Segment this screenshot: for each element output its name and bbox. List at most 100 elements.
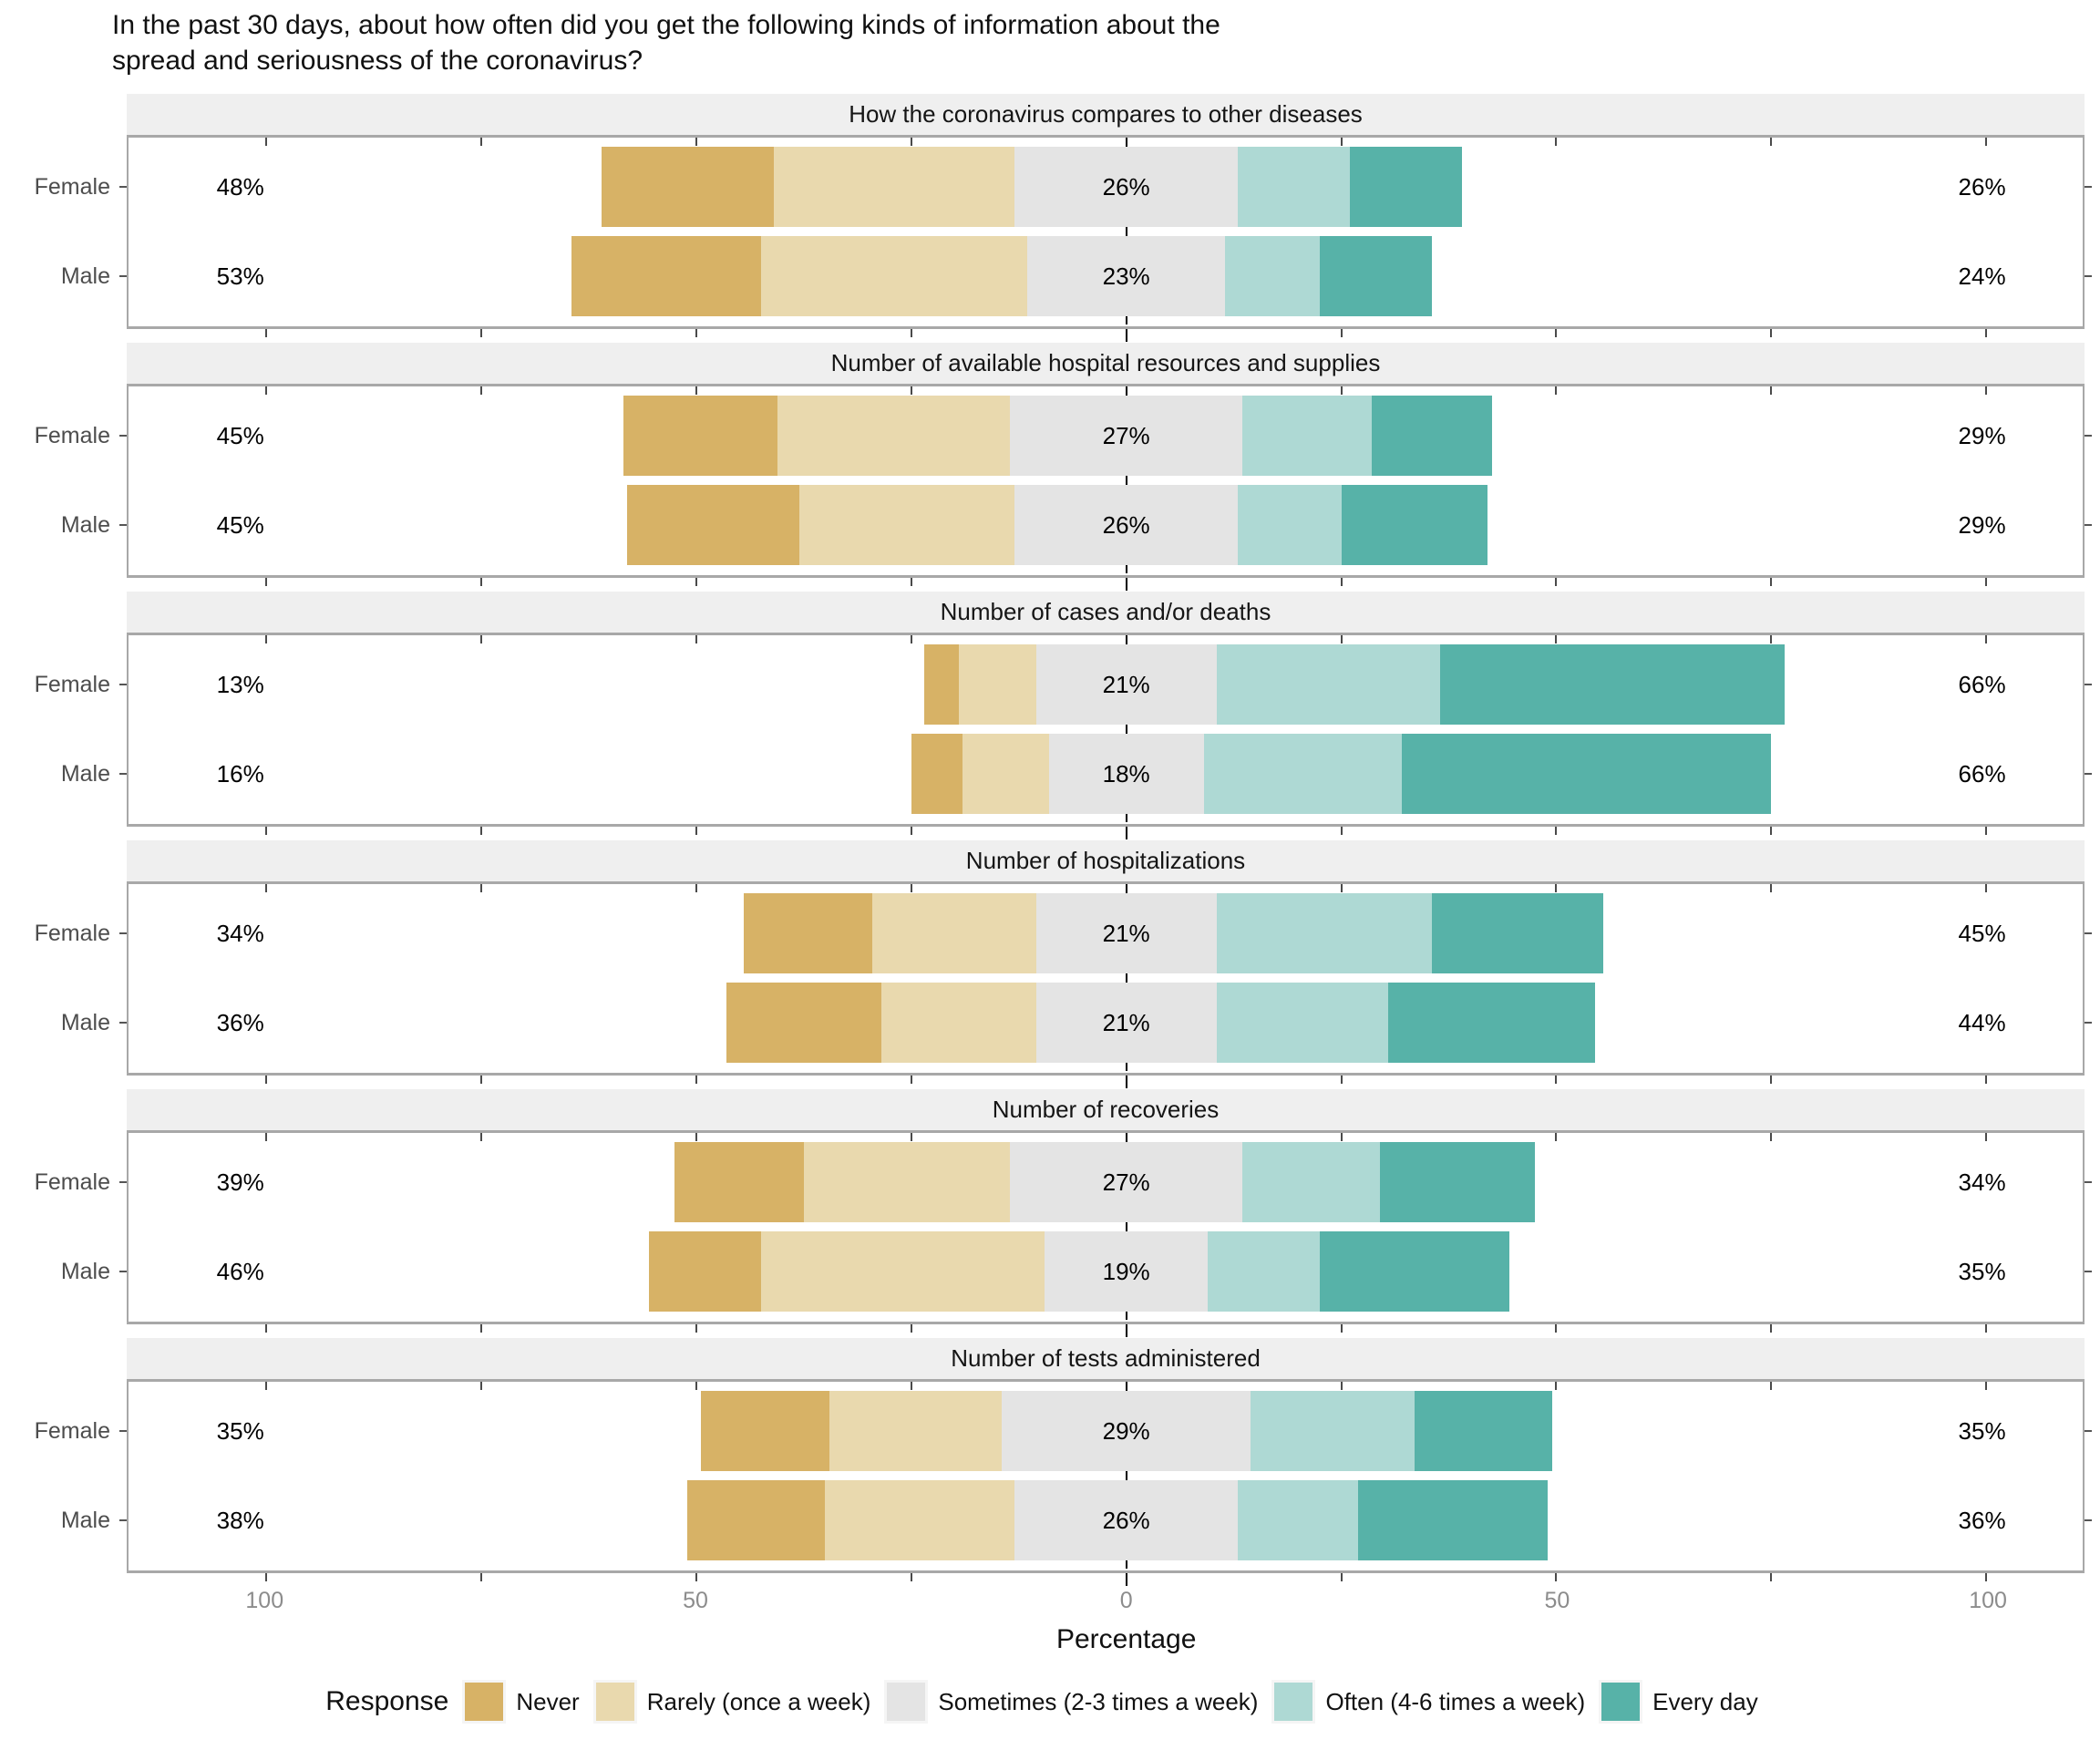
facet-plot-area: 34% 21% 45% Female 36% 21% 44% Male bbox=[35, 881, 2092, 1088]
y-axis-tick bbox=[2085, 435, 2092, 437]
y-axis-tick bbox=[2085, 524, 2092, 526]
x-minor-tick-top bbox=[1340, 884, 1343, 892]
x-minor-tick-bottom bbox=[1985, 1573, 1988, 1581]
bar-segment-often bbox=[1242, 396, 1372, 476]
x-minor-tick-bottom bbox=[264, 827, 267, 835]
bar-segment-never bbox=[648, 1231, 761, 1312]
chart-title-line2: spread and seriousness of the coronaviru… bbox=[112, 46, 643, 76]
x-minor-tick-bottom bbox=[1770, 578, 1773, 586]
right-total-label: 26% bbox=[1958, 173, 2006, 201]
bar-row-male: 46% 19% 35% Male bbox=[61, 1231, 2092, 1312]
facet-strip: Number of available hospital resources a… bbox=[127, 343, 2085, 384]
x-minor-tick-bottom bbox=[1125, 1573, 1127, 1584]
y-axis-tick bbox=[2085, 1181, 2092, 1183]
bar-segment-never bbox=[623, 396, 778, 476]
facet-panel: Number of hospitalizations 34% 21% 45% Femal… bbox=[35, 840, 2092, 1088]
left-total-label: 45% bbox=[216, 511, 264, 539]
x-minor-tick-top bbox=[1340, 1133, 1343, 1141]
bar-segment-rarely bbox=[958, 644, 1036, 725]
x-minor-tick-top bbox=[479, 1382, 482, 1390]
bar-row-male: 16% 18% 66% Male bbox=[61, 734, 2092, 814]
bar-segment-sometimes bbox=[1014, 147, 1239, 227]
facet-panel: Number of cases and/or deaths 13% 21% 66% Fe… bbox=[35, 592, 2092, 839]
left-total-label: 16% bbox=[216, 760, 264, 788]
bar-segment-never bbox=[726, 983, 881, 1063]
y-axis-label-male: Male bbox=[60, 1508, 110, 1533]
x-minor-tick-bottom bbox=[1340, 1573, 1343, 1581]
facet-title: Number of recoveries bbox=[992, 1096, 1220, 1123]
bar-segment-never bbox=[627, 485, 800, 565]
x-minor-tick-bottom bbox=[264, 329, 267, 337]
bar-row-female: 39% 27% 34% Female bbox=[35, 1142, 2092, 1222]
x-minor-tick-bottom bbox=[264, 1324, 267, 1333]
bar-segment-often bbox=[1208, 1231, 1320, 1312]
bar-segment-sometimes bbox=[1014, 485, 1239, 565]
left-total-label: 46% bbox=[216, 1258, 264, 1285]
bar-segment-sometimes bbox=[1035, 644, 1217, 725]
x-minor-tick-bottom bbox=[1985, 827, 1988, 835]
x-minor-tick-top bbox=[695, 1382, 697, 1390]
y-axis-tick bbox=[2085, 186, 2092, 188]
x-axis-title: Percentage bbox=[1055, 1624, 1197, 1654]
bar-segment-often bbox=[1238, 147, 1350, 227]
bar-segment-often bbox=[1238, 1480, 1359, 1560]
x-minor-tick-bottom bbox=[910, 329, 912, 337]
x-minor-tick-top bbox=[1340, 386, 1343, 395]
x-minor-tick-top bbox=[1985, 1133, 1988, 1141]
x-minor-tick-bottom bbox=[1555, 1324, 1558, 1333]
facet-strip: Number of tests administered bbox=[127, 1338, 2085, 1379]
bar-segment-rarely bbox=[777, 396, 1011, 476]
x-minor-tick-bottom bbox=[1125, 1324, 1127, 1335]
bar-segment-every-day bbox=[1350, 147, 1462, 227]
bar-segment-every-day bbox=[1414, 1391, 1552, 1471]
legend-title: Response bbox=[325, 1686, 449, 1716]
y-axis-tick bbox=[119, 1519, 127, 1521]
bar-row-female: 48% 26% 26% Female bbox=[35, 147, 2092, 227]
bar-row-female: 45% 27% 29% Female bbox=[35, 396, 2092, 476]
facet-plot-area: 39% 27% 34% Female 46% 19% 35% Male bbox=[35, 1130, 2092, 1337]
legend-swatch-rarely bbox=[595, 1683, 634, 1721]
x-minor-tick-top bbox=[1340, 138, 1343, 146]
bar-segment-often bbox=[1216, 644, 1441, 725]
sometimes-label: 29% bbox=[1102, 1417, 1150, 1445]
x-minor-tick-top bbox=[910, 1133, 912, 1141]
x-minor-tick-bottom bbox=[264, 1076, 267, 1084]
legend-item: Often (4-6 times a week) bbox=[1274, 1683, 1585, 1721]
bar-segment-never bbox=[687, 1480, 826, 1560]
x-minor-tick-top bbox=[910, 635, 912, 643]
x-minor-tick-top bbox=[1985, 635, 1988, 643]
x-minor-tick-bottom bbox=[1770, 827, 1773, 835]
right-total-label: 35% bbox=[1958, 1258, 2006, 1285]
chart-title: In the past 30 days, about how often did… bbox=[112, 7, 1220, 78]
bar-row-female: 34% 21% 45% Female bbox=[35, 893, 2092, 973]
facet-plot-area: 48% 26% 26% Female 53% 23% 24% Male bbox=[35, 135, 2092, 342]
bar-segment-rarely bbox=[872, 893, 1036, 973]
x-minor-tick-bottom bbox=[1125, 827, 1127, 838]
x-minor-tick-top bbox=[695, 884, 697, 892]
y-axis-tick bbox=[2085, 1271, 2092, 1272]
legend-label: Rarely (once a week) bbox=[646, 1687, 871, 1715]
legend-swatch-sometimes bbox=[887, 1683, 926, 1721]
facet-title: Number of available hospital resources a… bbox=[830, 349, 1381, 376]
x-axis-tick-label: 50 bbox=[683, 1588, 708, 1613]
bar-segment-often bbox=[1242, 1142, 1381, 1222]
bar-segment-never bbox=[911, 734, 963, 814]
chart-title-line1: In the past 30 days, about how often did… bbox=[112, 10, 1220, 40]
y-axis-tick bbox=[119, 524, 127, 526]
x-axis-tick-label: 50 bbox=[1544, 1588, 1570, 1613]
x-minor-tick-bottom bbox=[1555, 1573, 1558, 1581]
x-minor-tick-top bbox=[1985, 138, 1988, 146]
x-minor-tick-top bbox=[479, 635, 482, 643]
legend-item: Never bbox=[465, 1683, 580, 1721]
bar-segment-every-day bbox=[1440, 644, 1785, 725]
x-minor-tick-bottom bbox=[1770, 1573, 1773, 1581]
bar-segment-rarely bbox=[803, 1142, 1011, 1222]
legend-item: Every day bbox=[1601, 1683, 1758, 1721]
x-axis-tick-label: 100 bbox=[1969, 1588, 2007, 1613]
x-minor-tick-top bbox=[1770, 138, 1773, 146]
x-minor-tick-bottom bbox=[695, 578, 697, 586]
x-minor-tick-top bbox=[1770, 884, 1773, 892]
x-minor-tick-top bbox=[1770, 1382, 1773, 1390]
y-axis-tick bbox=[119, 1430, 127, 1432]
x-minor-tick-top bbox=[695, 635, 697, 643]
